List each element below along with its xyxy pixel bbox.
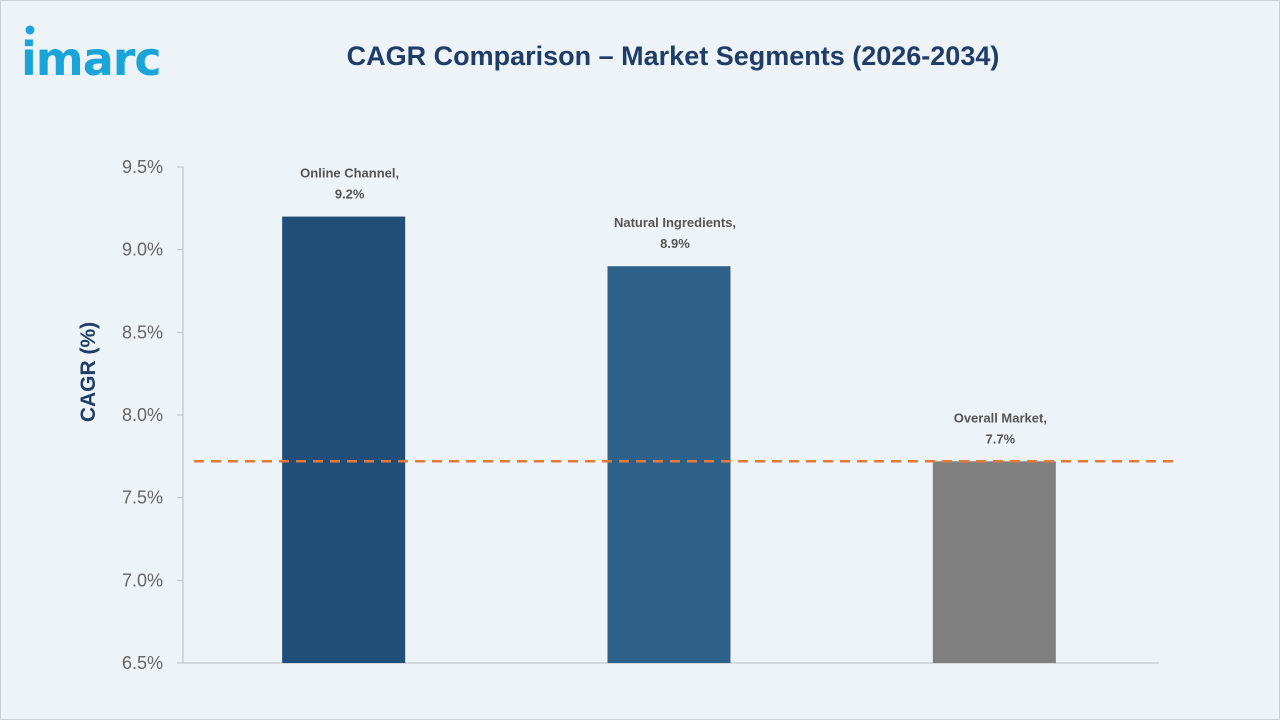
data-label-name: Online Channel, bbox=[300, 166, 399, 181]
y-tick-label: 9.0% bbox=[122, 240, 163, 260]
data-label-value: 7.7% bbox=[986, 431, 1016, 446]
bar-overall-market bbox=[932, 461, 1056, 663]
data-label-value: 8.9% bbox=[660, 236, 690, 251]
bar-natural-ingredients bbox=[607, 266, 731, 663]
data-label-name: Natural Ingredients, bbox=[614, 215, 736, 230]
data-label-value: 9.2% bbox=[335, 187, 365, 202]
y-tick-label: 8.0% bbox=[122, 405, 163, 425]
y-tick-label: 9.5% bbox=[122, 157, 163, 177]
y-tick-label: 7.5% bbox=[122, 488, 163, 508]
bar-online-channel bbox=[282, 216, 406, 663]
svg-text:imarc: imarc bbox=[21, 32, 161, 83]
data-label-name: Overall Market, bbox=[954, 410, 1047, 425]
y-tick-label: 7.0% bbox=[122, 570, 163, 590]
y-tick-label: 6.5% bbox=[122, 653, 163, 673]
y-tick-label: 8.5% bbox=[122, 322, 163, 342]
imarc-logo: imarc bbox=[21, 25, 162, 83]
chart-title: CAGR Comparison – Market Segments (2026-… bbox=[346, 41, 1000, 71]
